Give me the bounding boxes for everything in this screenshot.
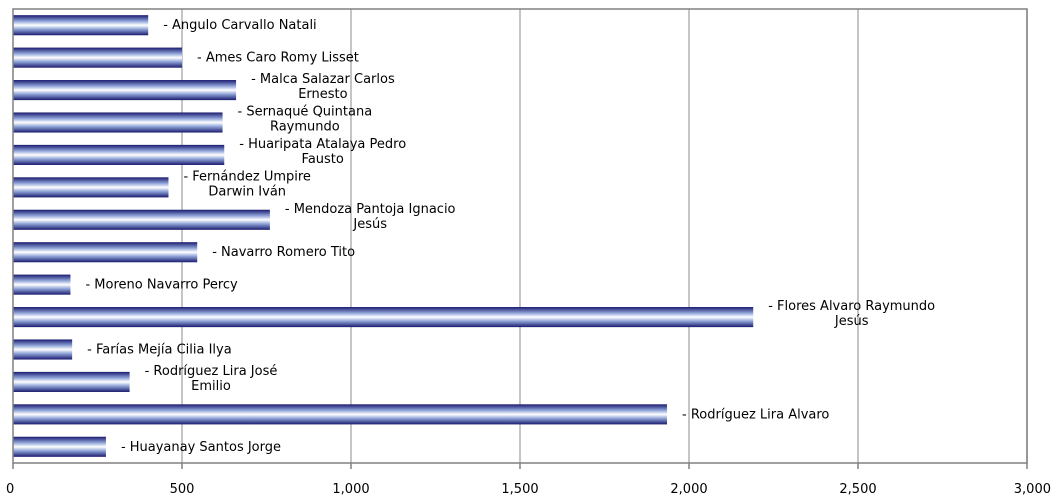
- bar-label-continuation: Darwin Iván: [208, 184, 286, 199]
- bar: [13, 339, 73, 360]
- bar-label: - Rodríguez Lira Alvaro: [682, 407, 829, 422]
- bar-label: - Flores Alvaro Raymundo: [768, 299, 935, 314]
- bar-label-continuation: Emilio: [191, 379, 231, 394]
- x-tick-label: 500: [170, 482, 195, 497]
- bar: [13, 404, 668, 425]
- bar: [13, 15, 149, 36]
- x-tick-label: 1,000: [332, 482, 369, 497]
- bar: [13, 436, 106, 457]
- bar-label: - Navarro Romero Tito: [212, 245, 355, 260]
- bar-label: - Huaripata Atalaya Pedro: [239, 137, 406, 152]
- bar-label: - Angulo Carvallo Natali: [163, 18, 316, 33]
- bar: [13, 112, 223, 133]
- bar: [13, 47, 182, 68]
- x-tick-label: 2,500: [839, 482, 876, 497]
- x-tick-label: 2,000: [670, 482, 707, 497]
- bar-label-continuation: Jesús: [834, 314, 869, 329]
- bar-labels-group: - Angulo Carvallo Natali - Ames Caro Romy…: [85, 18, 935, 455]
- bar-label: - Farías Mejía Cilia Ilya: [87, 343, 232, 358]
- bar-label: - Fernández Umpire: [183, 169, 310, 184]
- x-tick-label: 1,500: [501, 482, 538, 497]
- bar-label: - Malca Salazar Carlos: [251, 72, 395, 87]
- bar-label-continuation: Fausto: [302, 152, 344, 167]
- x-axis: 0 500 1,000 1,500 2,000 2,500 3,000: [6, 8, 1051, 497]
- bar: [13, 371, 130, 392]
- x-tick-label: 3,000: [1014, 482, 1051, 497]
- bar: [13, 80, 237, 101]
- bar-label-continuation: Ernesto: [298, 87, 347, 102]
- x-tick-label: 0: [6, 482, 14, 497]
- bar: [13, 242, 198, 263]
- bar-label-continuation: Raymundo: [270, 120, 340, 135]
- bar: [13, 144, 225, 165]
- bar-label: - Sernaqué Quintana: [238, 105, 373, 120]
- bar: [13, 209, 270, 230]
- bar: [13, 274, 71, 295]
- bar: [13, 307, 754, 328]
- bar-label: - Moreno Navarro Percy: [85, 278, 238, 293]
- bar-label: - Rodríguez Lira José: [145, 364, 278, 379]
- bar-label: - Huayanay Santos Jorge: [121, 440, 281, 455]
- bar-label: - Ames Caro Romy Lisset: [197, 51, 359, 66]
- bar-label-continuation: Jesús: [352, 217, 387, 232]
- bar: [13, 177, 169, 198]
- bar-label: - Mendoza Pantoja Ignacio: [285, 202, 456, 217]
- bars-group: [13, 15, 754, 457]
